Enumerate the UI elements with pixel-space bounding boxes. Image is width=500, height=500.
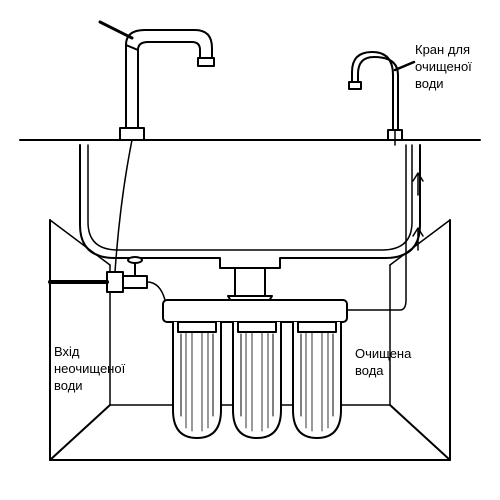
outlet-tube	[347, 130, 406, 310]
label-filtered-faucet: Кран для очищеної води	[415, 42, 472, 93]
tee-valve	[50, 257, 147, 292]
label-inlet: Вхід неочищеної води	[54, 344, 125, 395]
flow-arrow-2	[413, 173, 423, 195]
label-outlet: Очищена вода	[355, 346, 411, 380]
filter-unit	[163, 300, 347, 438]
inlet-tube	[147, 282, 165, 300]
supply-line	[115, 140, 132, 272]
filtered-water-faucet	[349, 52, 414, 140]
main-faucet	[100, 22, 214, 140]
